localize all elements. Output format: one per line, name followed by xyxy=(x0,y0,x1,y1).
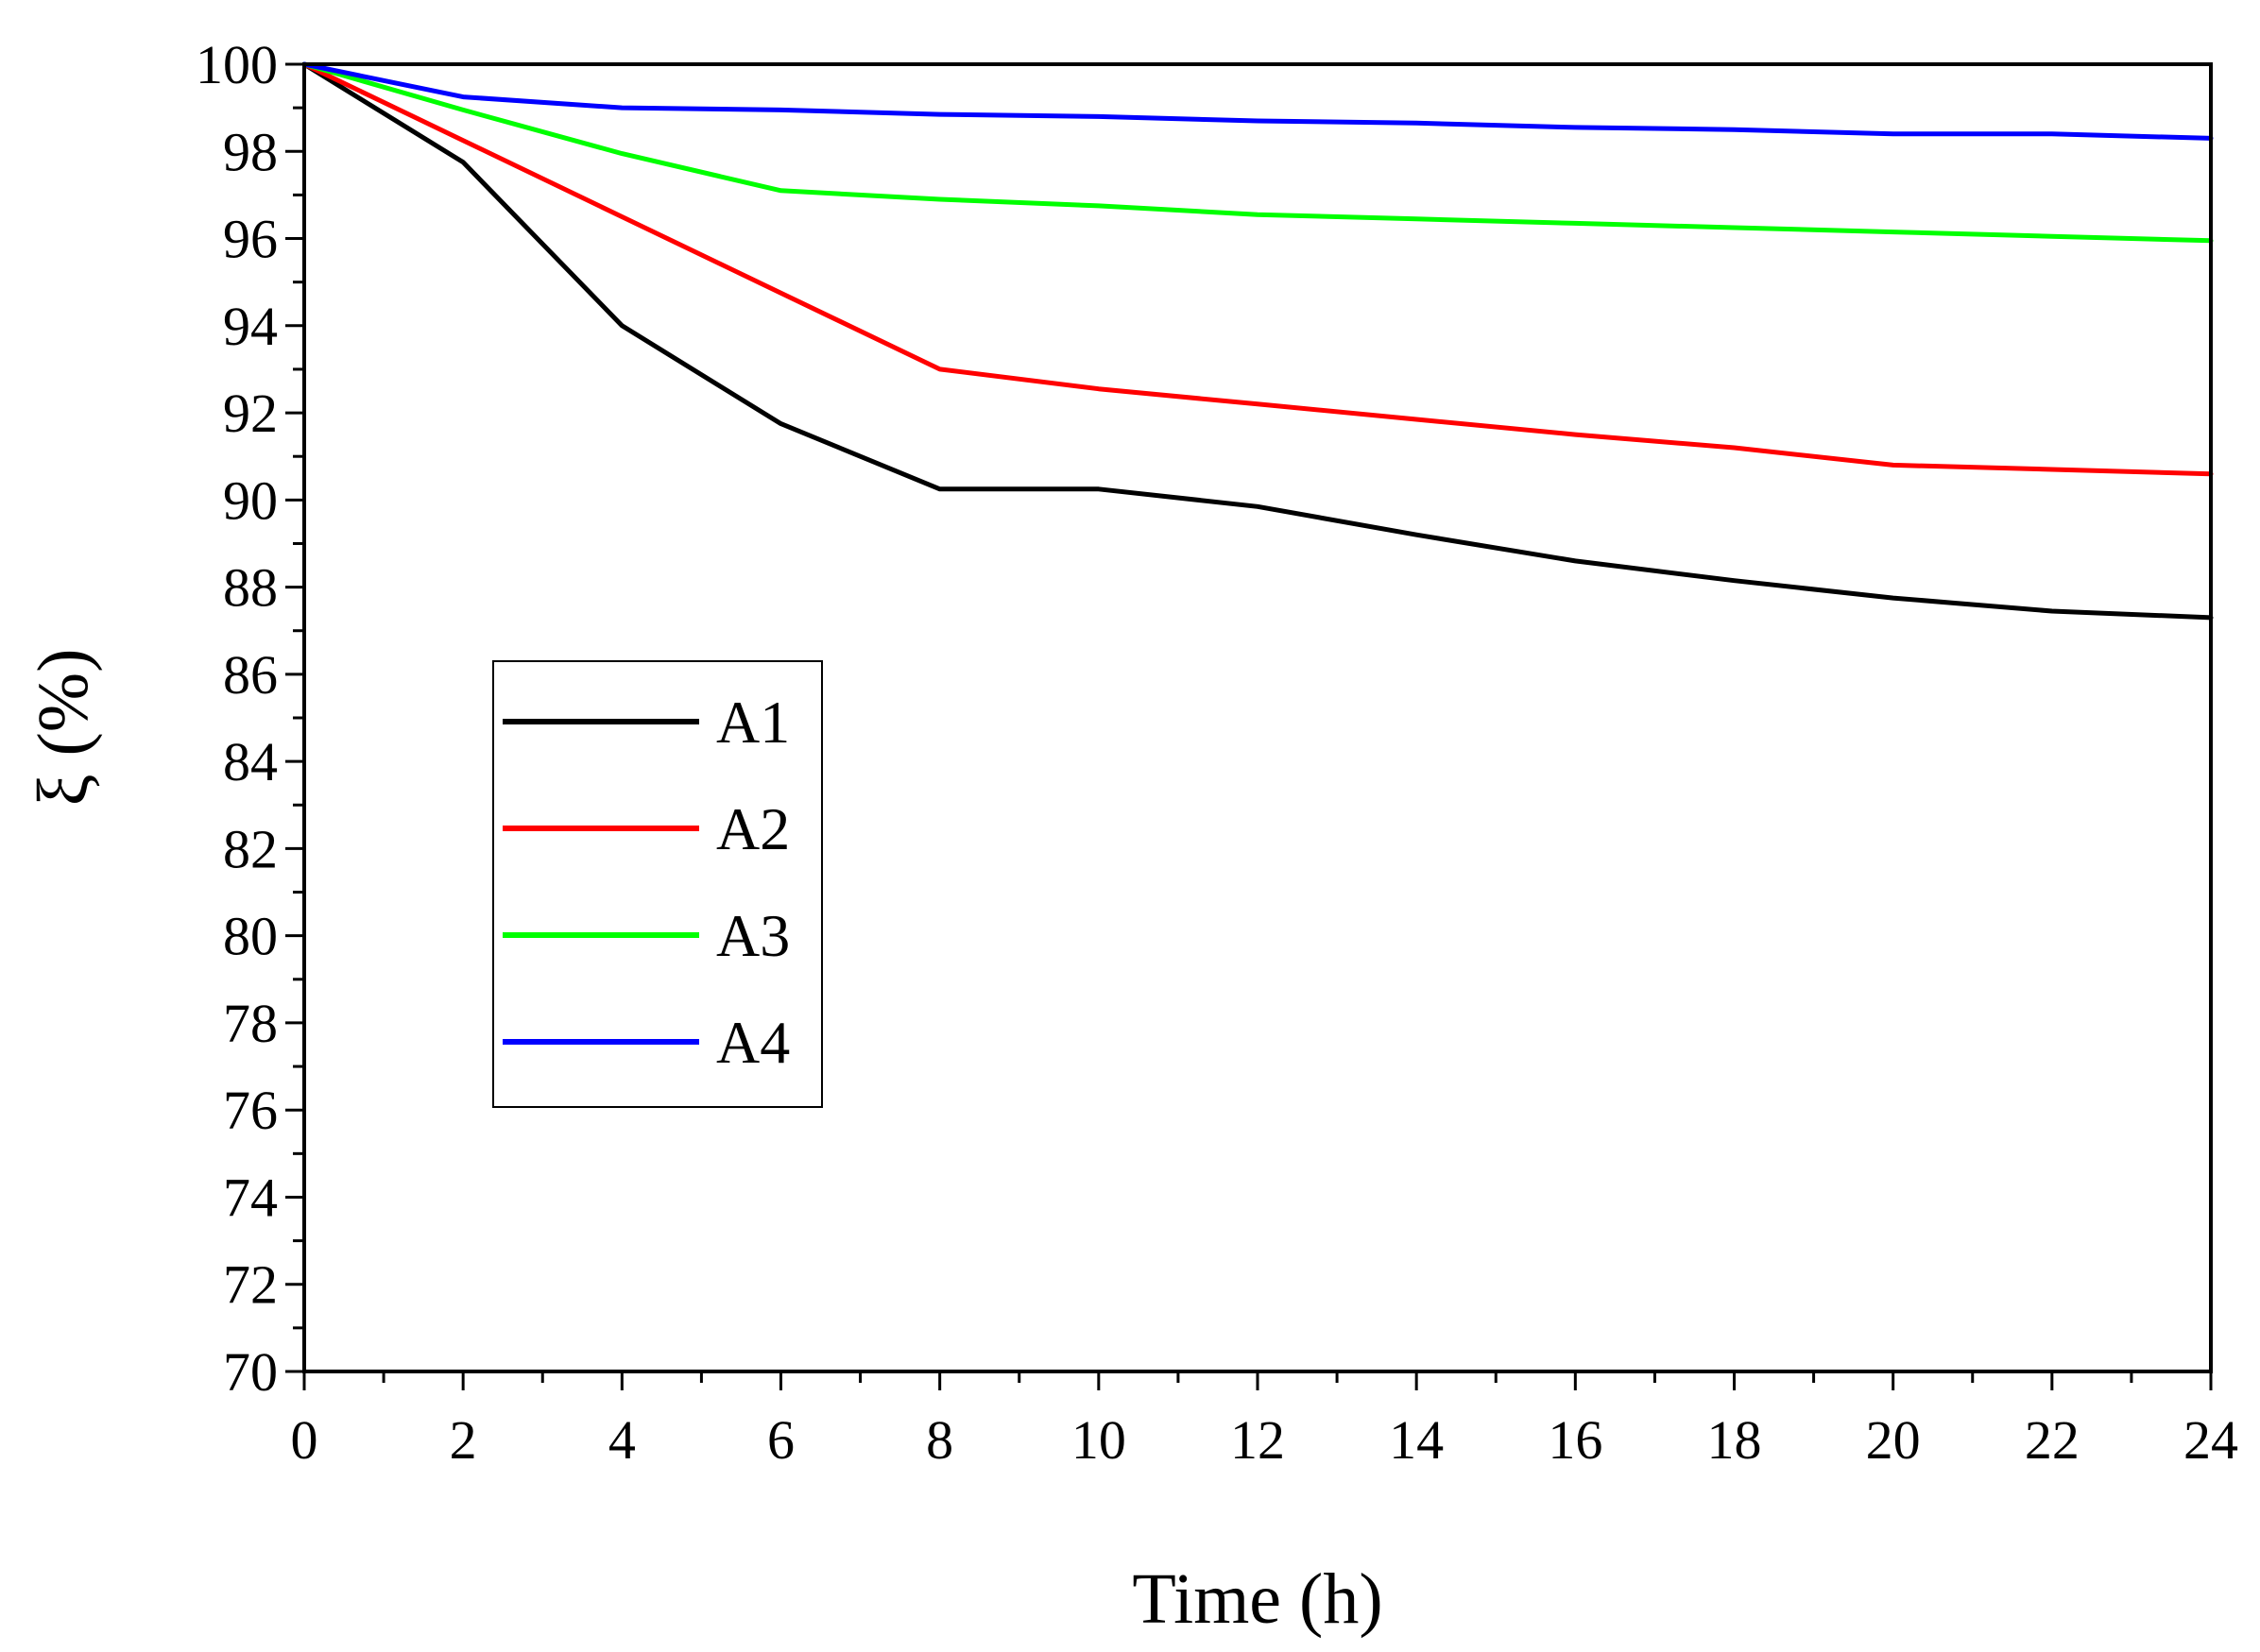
x-tick-label: 8 xyxy=(926,1409,953,1471)
x-tick-label: 0 xyxy=(291,1409,318,1471)
y-tick-label: 72 xyxy=(223,1254,278,1316)
x-tick-label: 12 xyxy=(1230,1409,1285,1471)
y-tick-label: 94 xyxy=(223,296,278,357)
series-line-a1 xyxy=(301,61,2214,621)
y-tick-label: 78 xyxy=(223,993,278,1054)
y-tick-label: 80 xyxy=(223,906,278,967)
x-tick-label: 16 xyxy=(1548,1409,1602,1471)
x-tick-label: 22 xyxy=(2025,1409,2080,1471)
y-tick-label: 82 xyxy=(223,818,278,879)
x-tick-label: 4 xyxy=(608,1409,636,1471)
y-tick-label: 96 xyxy=(223,209,278,270)
y-tick-label: 88 xyxy=(223,557,278,619)
y-tick-label: 84 xyxy=(223,731,278,792)
x-tick-label: 6 xyxy=(767,1409,795,1471)
y-tick-label: 86 xyxy=(223,644,278,706)
series-lines xyxy=(301,61,2214,621)
legend-label-a3: A3 xyxy=(716,902,790,969)
x-tick-label: 10 xyxy=(1071,1409,1126,1471)
legend-label-a1: A1 xyxy=(716,689,790,756)
y-tick-label: 76 xyxy=(223,1080,278,1141)
y-tick-label: 92 xyxy=(223,383,278,444)
y-axis-title: ξ (%) xyxy=(24,649,103,807)
x-tick-label: 20 xyxy=(1866,1409,1921,1471)
legend-label-a2: A2 xyxy=(716,795,790,862)
y-tick-label: 100 xyxy=(196,34,278,95)
legend: A1 A2 A3 A4 xyxy=(492,660,823,1108)
series-line-a2 xyxy=(301,61,2214,477)
series-line-a4 xyxy=(301,61,2214,141)
series-line-a3 xyxy=(301,61,2214,244)
y-tick-label: 98 xyxy=(223,121,278,182)
x-axis-ticks: 0 2 4 6 8 10 12 14 16 18 20 22 24 xyxy=(291,1371,2238,1471)
x-tick-label: 2 xyxy=(450,1409,477,1471)
y-tick-label: 74 xyxy=(223,1167,278,1228)
legend-label-a4: A4 xyxy=(716,1009,790,1076)
x-tick-label: 14 xyxy=(1389,1409,1444,1471)
x-tick-label: 18 xyxy=(1707,1409,1762,1471)
y-tick-label: 70 xyxy=(223,1341,278,1403)
x-axis-title: Time (h) xyxy=(1132,1559,1382,1639)
y-tick-label: 90 xyxy=(223,469,278,531)
y-axis-ticks: 70 72 74 76 78 80 82 84 86 88 90 92 94 96 98 100 xyxy=(196,34,304,1403)
legend-box xyxy=(492,660,823,1108)
x-tick-label: 24 xyxy=(2183,1409,2238,1471)
